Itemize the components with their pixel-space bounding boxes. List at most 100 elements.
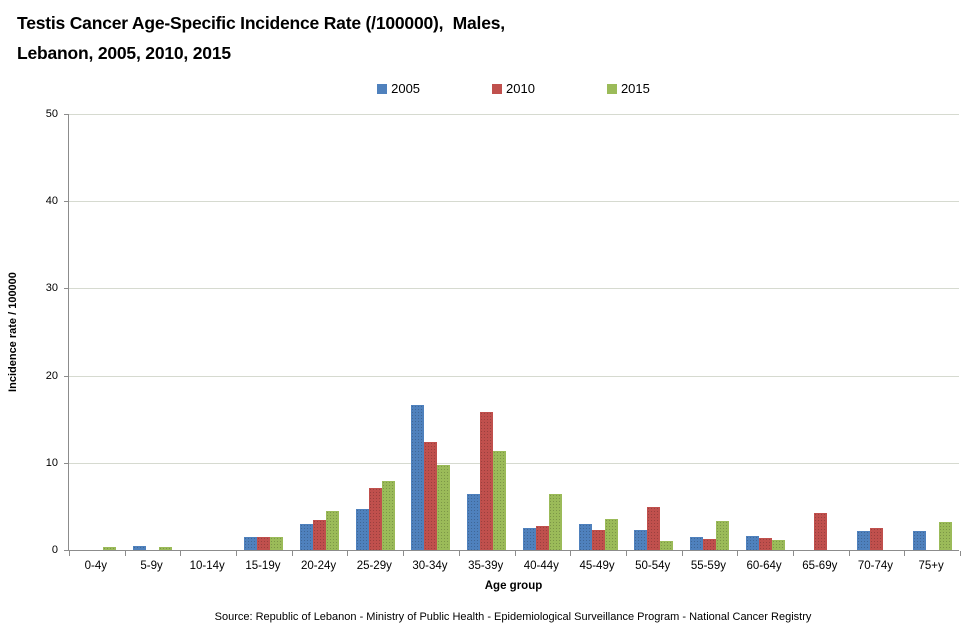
x-tick-15 <box>904 551 905 556</box>
legend-item-2015: 2015 <box>606 81 650 96</box>
legend-swatch-icon <box>606 83 617 94</box>
bar-2005-70-74y <box>856 530 870 550</box>
x-tick-label-55-59y: 55-59y <box>690 560 726 572</box>
bar-2010-25-29y <box>368 488 382 550</box>
x-tick-label-30-34y: 30-34y <box>412 560 448 572</box>
bar-2015-60-64y <box>771 539 785 550</box>
bar-group-35-39y <box>459 115 515 550</box>
bar-group-40-44y <box>515 115 571 550</box>
y-tick-30 <box>64 288 69 290</box>
y-tick-10 <box>64 462 69 464</box>
x-tick-11 <box>682 551 683 556</box>
bar-group-45-49y <box>570 115 626 550</box>
x-tick-label-75+y: 75+y <box>918 560 944 572</box>
x-tick-16 <box>960 551 961 556</box>
legend-swatch-icon <box>492 83 503 94</box>
x-tick-label-5-9y: 5-9y <box>140 560 163 572</box>
legend: 2005 2010 2015 <box>68 81 959 96</box>
y-tick-label-30: 30 <box>45 282 58 295</box>
bar-2005-75+y <box>912 530 926 550</box>
x-tick-13 <box>793 551 794 556</box>
bar-2005-30-34y <box>411 405 425 550</box>
bar-2010-20-24y <box>313 520 327 550</box>
bar-2015-40-44y <box>548 494 562 550</box>
x-tick-label-50-54y: 50-54y <box>635 560 671 572</box>
y-tick-20 <box>64 375 69 377</box>
bar-2005-55-59y <box>689 536 703 550</box>
bar-group-75+y <box>904 115 960 550</box>
x-tick-9 <box>570 551 571 556</box>
y-tick-label-0: 0 <box>51 544 58 556</box>
x-tick-14 <box>849 551 850 556</box>
bar-2005-40-44y <box>522 528 536 550</box>
bar-group-10-14y <box>180 115 236 550</box>
bar-2005-15-19y <box>244 536 258 550</box>
bar-2005-5-9y <box>133 545 147 550</box>
legend-label: 2005 <box>391 81 421 96</box>
x-axis-title: Age group <box>484 580 543 592</box>
x-tick-label-20-24y: 20-24y <box>301 560 337 572</box>
bar-group-60-64y <box>737 115 793 550</box>
gridline-10 <box>69 462 959 464</box>
legend-swatch-icon <box>377 83 388 94</box>
x-tick-8 <box>515 551 516 556</box>
bar-2010-35-39y <box>480 412 494 550</box>
y-axis-title: Incidence rate / 100000 <box>7 272 19 392</box>
x-tick-label-60-64y: 60-64y <box>746 560 782 572</box>
y-tick-label-50: 50 <box>45 108 58 120</box>
bar-group-20-24y <box>292 115 348 550</box>
x-tick-0 <box>69 551 70 556</box>
bar-2010-65-69y <box>814 512 828 550</box>
plot-area <box>64 114 961 556</box>
legend-label: 2010 <box>506 81 535 96</box>
bar-2010-55-59y <box>702 538 716 550</box>
bar-group-30-34y <box>403 115 459 550</box>
bar-2015-25-29y <box>381 481 395 550</box>
gridline-30 <box>69 288 959 290</box>
legend-label: 2015 <box>620 81 650 96</box>
legend-item-2010: 2010 <box>492 81 535 96</box>
y-axis-tick-labels: 0 10 20 30 40 50 <box>0 108 58 556</box>
bar-2010-50-54y <box>647 507 661 550</box>
x-tick-label-70-74y: 70-74y <box>857 560 894 572</box>
y-tick-label-40: 40 <box>45 195 58 208</box>
x-tick-4 <box>292 551 293 556</box>
x-axis-tick-labels: 0-4y 5-9y 10-14y 15-19y 20-24y 25-29y 30-34y 35… <box>68 560 959 572</box>
y-tick-label-20: 20 <box>45 369 58 382</box>
y-tick-50 <box>64 114 69 115</box>
x-tick-label-35-39y: 35-39y <box>468 560 504 572</box>
legend-item-2005: 2005 <box>377 81 420 96</box>
bar-2005-50-54y <box>634 529 648 550</box>
source-text: Source: Republic of Lebanon - Ministry o… <box>214 611 812 623</box>
chart-title: Testis Cancer Age-Specific Incidence Rat… <box>17 8 505 68</box>
bar-group-0-4y <box>69 115 125 550</box>
x-tick-1 <box>125 551 126 556</box>
x-tick-5 <box>347 551 348 556</box>
bar-2005-60-64y <box>745 536 759 550</box>
x-tick-12 <box>737 551 738 556</box>
bar-2005-45-49y <box>578 523 592 550</box>
x-tick-label-65-69y: 65-69y <box>802 560 838 572</box>
bar-group-65-69y <box>793 115 849 550</box>
bar-2015-15-19y <box>270 536 284 550</box>
gridline-20 <box>69 375 959 377</box>
bar-group-25-29y <box>347 115 403 550</box>
bar-2015-5-9y <box>159 547 173 550</box>
x-tick-6 <box>403 551 404 556</box>
x-tick-label-40-44y: 40-44y <box>523 560 559 572</box>
chart-title-line1: Testis Cancer Age-Specific Incidence Rat… <box>17 13 505 33</box>
bar-group-70-74y <box>849 115 905 550</box>
x-tick-label-15-19y: 15-19y <box>245 560 281 572</box>
bar-2005-20-24y <box>300 523 314 550</box>
bar-2010-40-44y <box>535 525 549 550</box>
bar-2015-75+y <box>938 522 952 550</box>
bar-2015-45-49y <box>604 519 618 550</box>
bar-2015-30-34y <box>437 465 451 550</box>
bar-2005-35-39y <box>467 494 481 550</box>
bar-2010-45-49y <box>591 529 605 550</box>
x-tick-2 <box>180 551 181 556</box>
bar-group-50-54y <box>626 115 682 550</box>
bar-2005-25-29y <box>355 509 369 550</box>
bar-2015-50-54y <box>660 541 674 550</box>
